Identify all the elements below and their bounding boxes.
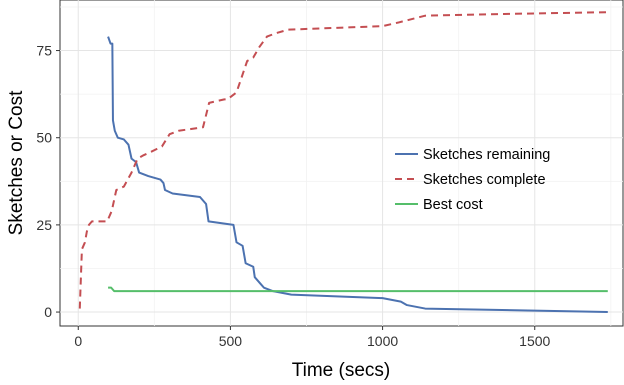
series-layer xyxy=(78,11,608,314)
series-line-sketches-complete xyxy=(78,11,608,309)
x-tick-label: 1500 xyxy=(519,333,550,349)
y-tick-label: 0 xyxy=(44,304,52,320)
x-tick-label: 1000 xyxy=(367,333,398,349)
minor-gridlines xyxy=(60,0,623,326)
series-line-best-cost xyxy=(108,286,608,293)
x-axis: 0 500 1000 1500 xyxy=(74,326,551,349)
x-tick-label: 0 xyxy=(74,333,82,349)
legend-label-best-cost: Best cost xyxy=(423,197,483,213)
y-axis-title: Sketches or Cost xyxy=(6,90,27,235)
y-tick-label: 25 xyxy=(36,217,52,233)
series-line-sketches-remaining xyxy=(107,36,608,314)
x-axis-title: Time (secs) xyxy=(292,360,391,381)
y-tick-label: 50 xyxy=(36,130,52,146)
legend-entry-sketches-complete: Sketches complete xyxy=(395,172,546,188)
legend: Sketches remaining Sketches complete Bes… xyxy=(395,147,550,213)
legend-entry-best-cost: Best cost xyxy=(395,197,483,213)
major-gridlines xyxy=(60,0,623,326)
x-tick-label: 500 xyxy=(219,333,243,349)
legend-label-sketches-complete: Sketches complete xyxy=(423,172,546,188)
legend-entry-sketches-remaining: Sketches remaining xyxy=(395,147,550,163)
y-tick-label: 75 xyxy=(36,43,52,59)
y-axis: 0 25 50 75 xyxy=(36,43,60,320)
legend-label-sketches-remaining: Sketches remaining xyxy=(423,147,550,163)
plot-panel xyxy=(59,0,624,327)
